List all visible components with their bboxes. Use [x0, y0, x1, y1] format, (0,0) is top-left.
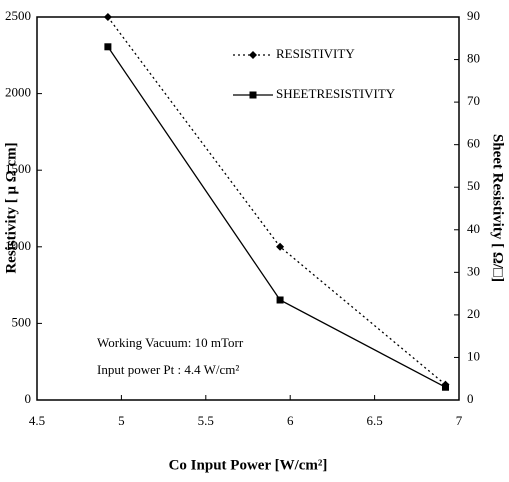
legend-marker [249, 51, 257, 59]
y2-tick-label: 60 [467, 136, 480, 151]
x-tick-label: 7 [456, 413, 463, 428]
annotation: Working Vacuum: 10 mTorr [97, 335, 244, 350]
y2-tick-label: 90 [467, 8, 480, 23]
y2-tick-label: 40 [467, 221, 480, 236]
y2-tick-label: 80 [467, 51, 480, 66]
x-tick-label: 6.5 [366, 413, 382, 428]
marker [103, 13, 112, 21]
legend-label: RESISTIVITY [276, 46, 355, 61]
marker [441, 383, 449, 391]
y2-axis-title: Sheet Resistivity [ Ω/□] [490, 134, 506, 282]
y2-tick-label: 20 [467, 306, 480, 321]
y-tick-label: 1500 [5, 161, 31, 176]
y-tick-label: 1000 [5, 238, 31, 253]
y2-tick-label: 70 [467, 93, 480, 108]
x-tick-label: 6 [287, 413, 294, 428]
y2-tick-label: 30 [467, 263, 480, 278]
series-line [107, 16, 446, 386]
y2-tick-label: 10 [467, 348, 480, 363]
legend-marker [249, 91, 257, 99]
y2-tick-label: 50 [467, 178, 480, 193]
x-axis-title: Co Input Power [W/cm²] [169, 457, 328, 473]
y-tick-label: 2000 [5, 85, 31, 100]
annotation: Input power Pt : 4.4 W/cm² [97, 362, 239, 377]
y-axis-title: Resistivity [ μ Ω cm] [3, 142, 19, 273]
marker [276, 296, 284, 304]
legend-label: SHEETRESISTIVITY [276, 86, 396, 101]
x-tick-label: 4.5 [29, 413, 45, 428]
y-tick-label: 0 [25, 391, 32, 406]
marker [276, 242, 285, 251]
plot-frame [36, 16, 460, 401]
y-tick-label: 2500 [5, 8, 31, 23]
y-tick-label: 500 [12, 314, 32, 329]
marker [104, 43, 112, 51]
x-tick-label: 5 [118, 413, 125, 428]
y2-tick-label: 0 [467, 391, 474, 406]
x-tick-label: 5.5 [198, 413, 214, 428]
